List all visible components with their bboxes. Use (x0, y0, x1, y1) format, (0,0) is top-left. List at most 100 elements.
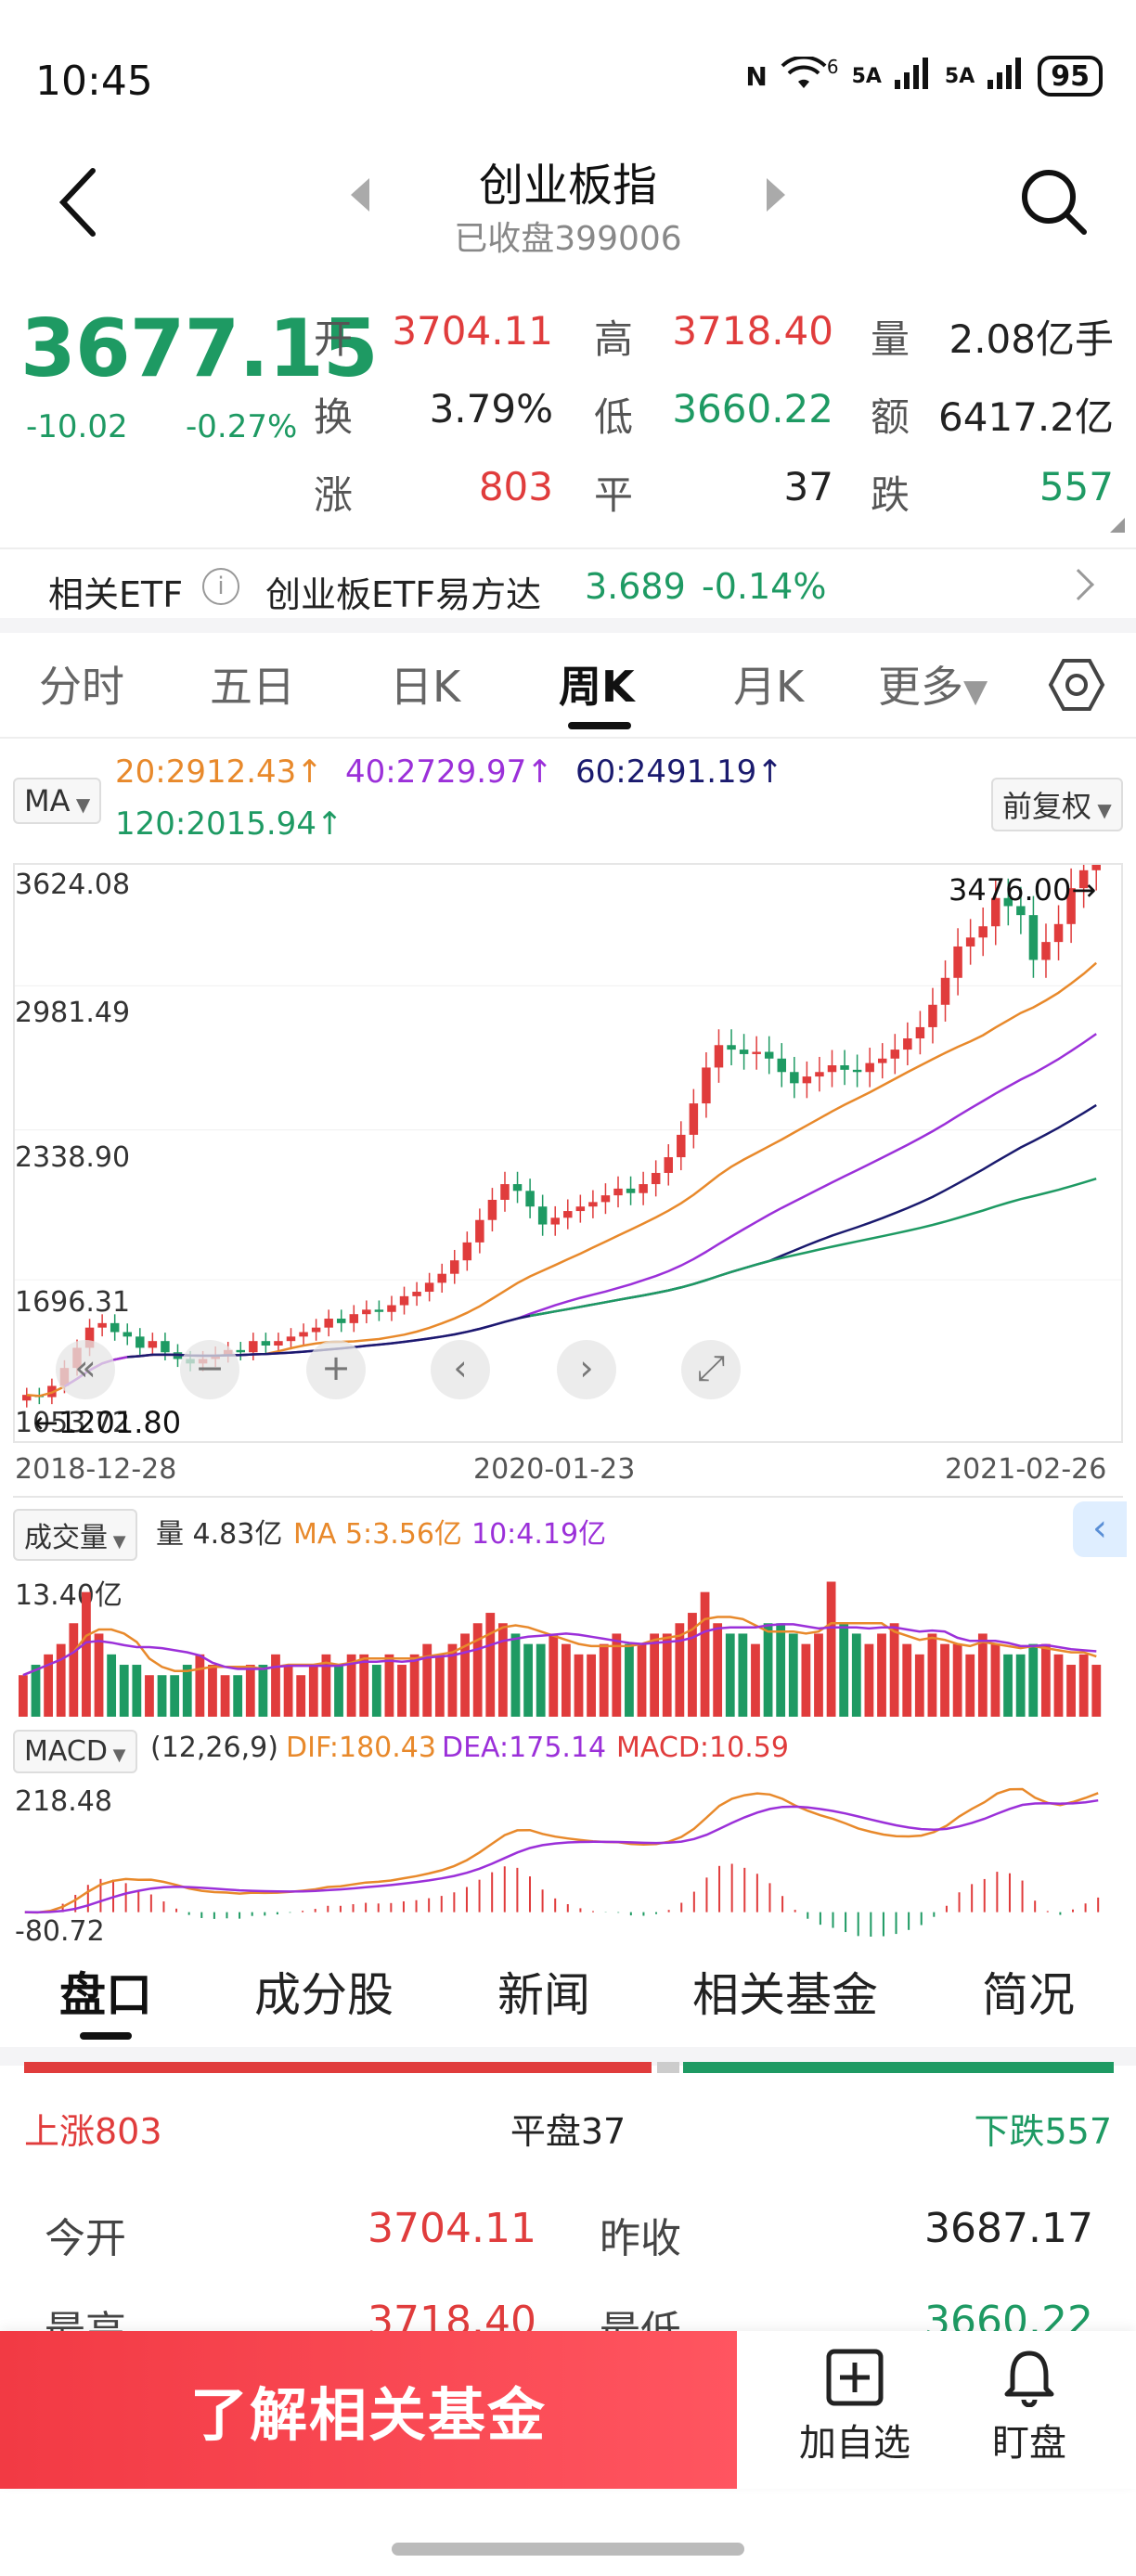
macd-y-tick: -80.72 (15, 1915, 105, 1948)
volume-bar (914, 1654, 924, 1717)
volume-bar (612, 1633, 622, 1717)
tab-daily-k[interactable]: 日K (390, 662, 461, 712)
signal-icon (988, 57, 1025, 96)
candle (840, 1065, 849, 1070)
volume-selector[interactable]: 成交量 ▼ (13, 1509, 137, 1561)
volume-bar (182, 1665, 192, 1717)
candle (424, 1282, 434, 1293)
volume-bar (902, 1643, 912, 1717)
volume-selector-label: 成交量 (24, 1522, 108, 1554)
volume-plot (19, 1581, 1102, 1717)
expand-corner-icon[interactable] (1110, 518, 1125, 533)
tab-monthly-k[interactable]: 月K (733, 662, 805, 712)
candle (965, 937, 975, 947)
ma-selector[interactable]: MA ▼ (13, 778, 102, 824)
tab-handicap[interactable]: 盘口 (59, 1968, 152, 2022)
volume-bar (738, 1633, 748, 1717)
candle (362, 1309, 371, 1315)
volume-bar (801, 1643, 811, 1717)
zoom-out-button[interactable]: − (180, 1340, 239, 1399)
tab-more-label: 更多 (878, 662, 963, 712)
volume-bar (788, 1633, 798, 1717)
tab-constituents[interactable]: 成分股 (254, 1968, 394, 2022)
quote-stat-value: 2.08亿手 (949, 316, 1114, 362)
volume-bar (1078, 1654, 1089, 1717)
volume-bar (851, 1633, 861, 1717)
scroll-right-button[interactable]: › (557, 1340, 616, 1399)
etf-row[interactable] (0, 547, 1136, 633)
volume-bar (688, 1613, 697, 1717)
tab-intraday[interactable]: 分时 (39, 662, 124, 712)
decline-bar (683, 2062, 1114, 2073)
candle (689, 1103, 699, 1135)
tab-news[interactable]: 新闻 (497, 1968, 590, 2022)
candle (903, 1038, 912, 1050)
volume-bar (725, 1633, 735, 1717)
tab-weekly-k[interactable]: 周K (559, 662, 635, 712)
next-index-arrow[interactable] (767, 178, 785, 212)
caret-down-icon: ▼ (1091, 799, 1112, 821)
candle (890, 1050, 900, 1059)
candle (651, 1172, 661, 1185)
jump-start-button[interactable]: « (56, 1340, 115, 1399)
candle (940, 977, 950, 1005)
candle (261, 1341, 271, 1346)
volume-ma5-line (22, 1616, 1097, 1677)
zoom-in-button[interactable]: + (306, 1340, 366, 1399)
x-tick: 2021-02-26 (945, 1453, 1107, 1486)
max-price-label: 3476.00→ (949, 872, 1097, 908)
volume-bar (864, 1643, 874, 1717)
battery-icon: 95 (1038, 56, 1103, 97)
home-indicator[interactable] (392, 2543, 744, 2556)
candle (764, 1051, 774, 1059)
volume-bar (308, 1665, 318, 1717)
macd-selector-label: MACD (24, 1735, 108, 1768)
prev-index-arrow[interactable] (351, 178, 369, 212)
candle (249, 1341, 258, 1353)
volume-bar (69, 1623, 79, 1717)
tab-related-funds[interactable]: 相关基金 (692, 1968, 878, 2022)
volume-bar (460, 1633, 470, 1717)
volume-bar (208, 1665, 217, 1717)
add-watchlist-button[interactable]: 加自选 (785, 2348, 924, 2467)
scroll-left-button[interactable]: ‹ (431, 1340, 490, 1399)
macd-params: (12,26,9) (150, 1732, 278, 1764)
candle (790, 1072, 799, 1084)
settings-button[interactable] (1047, 655, 1106, 715)
price-change-pct: -0.27% (186, 408, 298, 445)
candle (525, 1191, 535, 1207)
watch-alert-button[interactable]: 盯盘 (960, 2348, 1099, 2467)
candle (827, 1065, 837, 1073)
macd-selector[interactable]: MACD ▼ (13, 1730, 137, 1773)
tab-more[interactable]: 更多▼ (878, 653, 988, 715)
quote-stat-value: 3.79% (429, 386, 553, 431)
candle (450, 1260, 459, 1274)
quote-stat-label: 量 (871, 316, 910, 362)
macd-dif-line (24, 1787, 1099, 1914)
macd-dea: DEA:175.14 (442, 1732, 607, 1764)
adjust-selector[interactable]: 前复权 ▼ (991, 778, 1123, 831)
candle (613, 1188, 623, 1196)
tab-five-day[interactable]: 五日 (210, 662, 295, 712)
candle (664, 1157, 673, 1173)
candle (600, 1195, 611, 1203)
search-button[interactable] (1017, 165, 1091, 239)
quote-stat-value: 3704.11 (392, 308, 553, 354)
etf-name[interactable]: 创业板ETF易方达 (265, 574, 542, 615)
volume-bar (19, 1675, 28, 1717)
collapse-panel-button[interactable]: ‹ (1073, 1501, 1127, 1557)
tab-profile[interactable]: 简况 (982, 1968, 1075, 2022)
fullscreen-button[interactable]: ⤢ (681, 1340, 741, 1399)
candle (550, 1217, 560, 1225)
nfc-icon: N (745, 60, 768, 92)
divider (0, 2047, 1136, 2066)
volume-bar (434, 1654, 445, 1717)
current-price: 3677.15 (20, 303, 379, 395)
info-icon[interactable]: i (202, 568, 239, 605)
candle (136, 1336, 145, 1348)
volume-bar (1028, 1643, 1039, 1717)
candle (236, 1349, 246, 1353)
learn-funds-button[interactable]: 了解相关基金 (0, 2331, 737, 2489)
price-change: -10.02 (26, 408, 128, 445)
back-button[interactable] (52, 165, 108, 239)
